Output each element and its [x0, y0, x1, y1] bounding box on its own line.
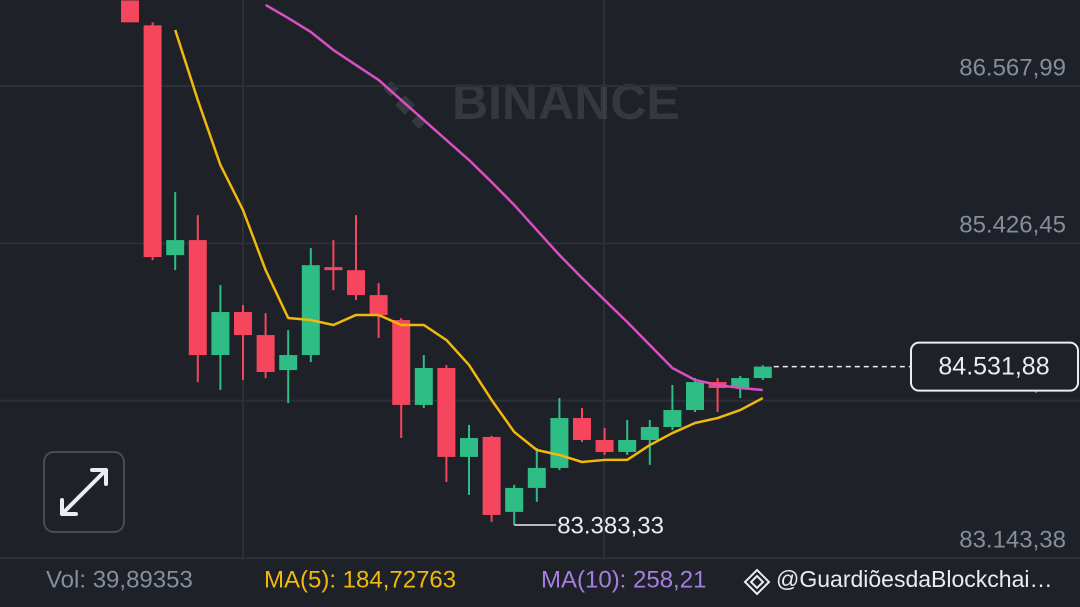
y-tick-label: 83.143,38 [959, 526, 1066, 553]
overlay: @GuardiõesdaBlockchai… [742, 565, 1080, 599]
candle-body [347, 270, 365, 296]
candle-body [166, 240, 185, 256]
overlay-bg [742, 565, 1080, 599]
ma-line [174, 29, 764, 464]
candle-body [188, 240, 207, 356]
candle-body [640, 426, 659, 440]
candle-body [527, 467, 546, 488]
overlay-icon [743, 568, 771, 596]
candle-body [437, 368, 456, 457]
candle-body [211, 312, 230, 356]
candle-body [392, 320, 411, 405]
labels: 83.383,33 84.531,88 [514, 341, 1079, 539]
candle-body [279, 355, 298, 371]
candle-body [482, 436, 501, 515]
candle-body [686, 382, 704, 411]
footer: Vol: 39,89353 MA(5): 184,72763 MA(10): 258… [46, 565, 1080, 599]
plot [121, 0, 772, 525]
candle-body [143, 25, 162, 258]
candle-body [573, 418, 591, 440]
overlay-text: @GuardiõesdaBlockchai… [776, 566, 1052, 592]
expand-button[interactable] [43, 451, 125, 533]
last-price-label: 84.531,88 [938, 352, 1049, 380]
low-marker-label: 83.383,33 [557, 512, 664, 539]
candle-body [234, 312, 252, 336]
candle-body [256, 335, 275, 373]
candle-body [731, 378, 750, 388]
y-tick-label: 86.567,99 [959, 54, 1066, 81]
candle-body [618, 439, 637, 452]
candle-body [121, 0, 139, 23]
expand-icon[interactable] [60, 468, 108, 516]
footer-label: MA(10): 258,21 [541, 566, 706, 593]
candle-body [369, 295, 388, 316]
candle-body [414, 368, 433, 405]
candle-body [753, 366, 772, 379]
candle-body [595, 439, 614, 452]
footer-label: Vol: 39,89353 [46, 566, 193, 593]
candle-body [324, 267, 343, 271]
candle-body [460, 438, 478, 457]
y-tick-label: 85.426,45 [959, 212, 1066, 239]
candle-body [505, 487, 524, 512]
candle-body [301, 265, 320, 356]
last-price-box [910, 341, 1079, 392]
ma-line [264, 3, 763, 392]
footer-label: MA(5): 184,72763 [264, 566, 456, 593]
watermark-text: BINANCE [452, 74, 680, 130]
candle-body [550, 418, 569, 468]
candle-body [663, 410, 682, 427]
